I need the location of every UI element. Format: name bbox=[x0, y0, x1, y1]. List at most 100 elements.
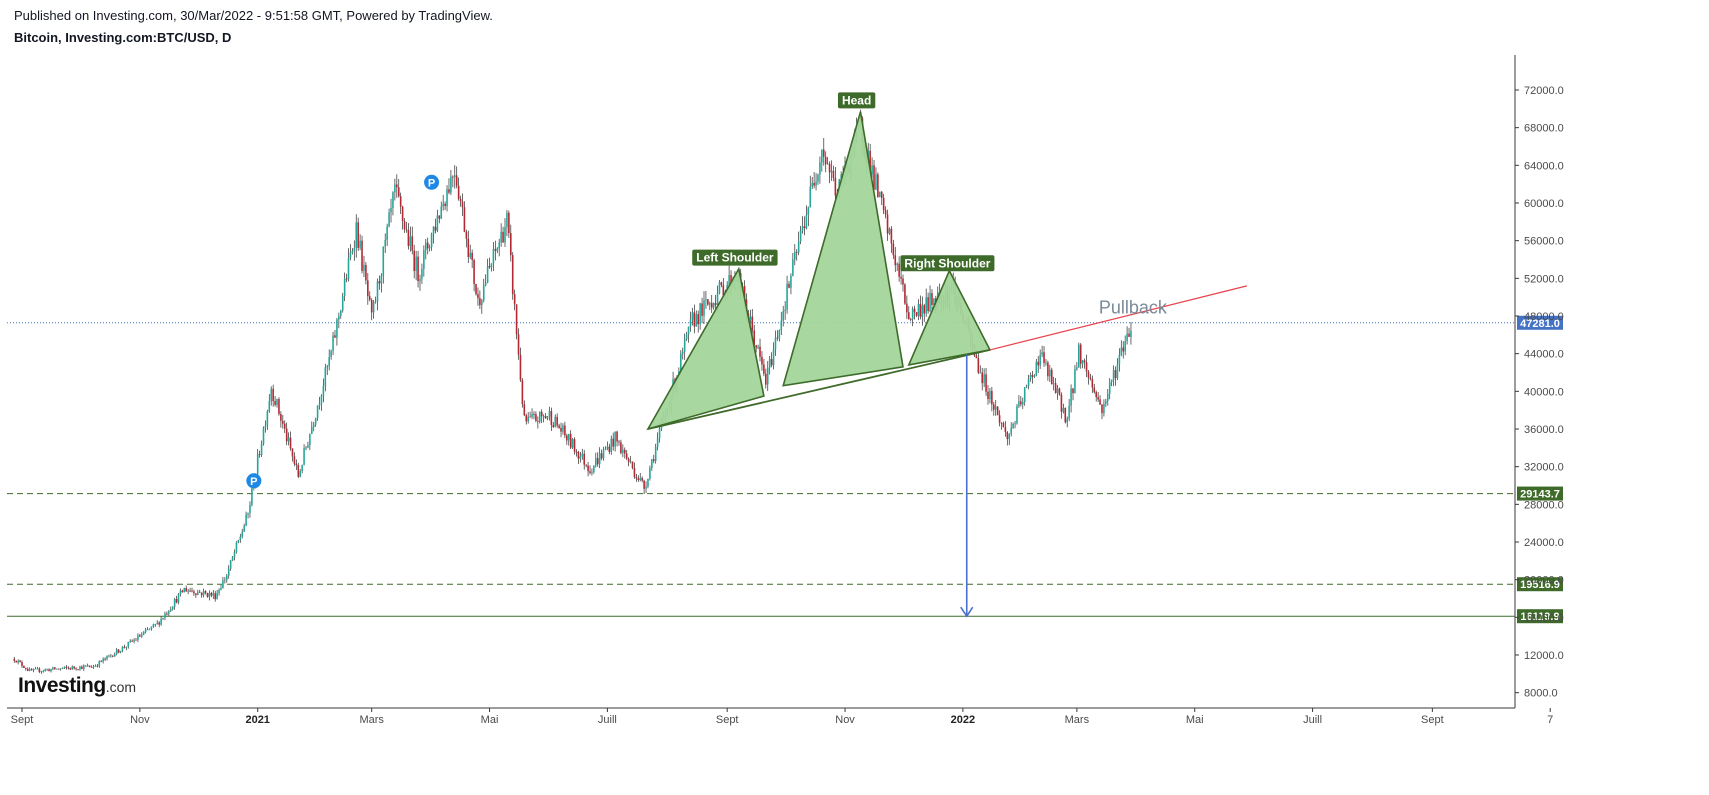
pattern-label: Head bbox=[842, 93, 871, 107]
candle-up bbox=[318, 403, 321, 406]
candle-down bbox=[198, 591, 201, 593]
price-tick-label: 68000.0 bbox=[1524, 123, 1564, 135]
candle-up bbox=[1126, 333, 1128, 342]
candle-down bbox=[1050, 369, 1053, 385]
candle-down bbox=[907, 312, 910, 320]
candle-up bbox=[911, 308, 914, 320]
candle-down bbox=[877, 174, 879, 198]
candle-down bbox=[397, 187, 400, 197]
candle-up bbox=[202, 591, 205, 596]
candle-down bbox=[401, 206, 404, 221]
candle-down bbox=[627, 458, 630, 463]
candle-down bbox=[1002, 423, 1005, 428]
candle-down bbox=[834, 177, 837, 196]
candle-down bbox=[407, 229, 410, 247]
price-tick-label: 52000.0 bbox=[1524, 273, 1564, 285]
candle-down bbox=[1079, 344, 1082, 364]
candle-up bbox=[150, 626, 153, 629]
candle-down bbox=[214, 593, 216, 600]
candle-up bbox=[933, 298, 935, 306]
candle-up bbox=[235, 542, 238, 553]
candle-down bbox=[67, 667, 70, 669]
candle-up bbox=[241, 531, 244, 537]
time-tick-label: 2021 bbox=[245, 714, 269, 726]
price-tick-label: 24000.0 bbox=[1524, 537, 1564, 549]
candle-down bbox=[521, 380, 524, 405]
candle-down bbox=[444, 203, 446, 207]
candle-up bbox=[699, 303, 701, 325]
candle-down bbox=[38, 668, 41, 672]
logo-suffix: .com bbox=[105, 679, 137, 695]
candle-up bbox=[1108, 382, 1111, 394]
price-tick-label: 12000.0 bbox=[1524, 650, 1564, 662]
candle-up bbox=[171, 606, 174, 610]
candle-up bbox=[314, 418, 317, 425]
candle-up bbox=[1023, 387, 1026, 403]
candle-up bbox=[322, 385, 325, 396]
candle-up bbox=[436, 215, 439, 231]
candle-down bbox=[788, 283, 790, 288]
candle-up bbox=[36, 668, 39, 670]
candle-up bbox=[496, 248, 499, 251]
candle-up bbox=[1105, 400, 1107, 404]
candle-down bbox=[175, 598, 178, 603]
candle-down bbox=[378, 281, 381, 284]
candle-up bbox=[484, 282, 487, 286]
candle-down bbox=[743, 286, 746, 300]
candle-up bbox=[156, 622, 159, 625]
candle-up bbox=[1045, 362, 1047, 364]
candle-down bbox=[471, 252, 473, 260]
time-tick-label: Mai bbox=[481, 714, 499, 726]
candle-down bbox=[23, 665, 25, 668]
candle-up bbox=[164, 613, 166, 618]
candle-up bbox=[645, 486, 647, 489]
candle-up bbox=[1025, 386, 1028, 388]
time-axis[interactable]: Sept Nov 2021 Mars Mai Juill Sept Nov 2022 Mars Ma… bbox=[7, 707, 1553, 726]
price-axis[interactable]: 8000.0 12000.0 16000.0 20000.0 24000.0 28000.… bbox=[1514, 55, 1564, 708]
candle-up bbox=[320, 395, 323, 404]
candle-up bbox=[17, 660, 19, 663]
candle-up bbox=[689, 319, 692, 327]
last-price-label: 47281.0 bbox=[1520, 318, 1560, 330]
candle-up bbox=[1081, 360, 1084, 364]
candle-down bbox=[620, 442, 622, 453]
candle-up bbox=[705, 299, 707, 301]
candle-up bbox=[106, 655, 108, 659]
candle-up bbox=[390, 207, 392, 213]
candle-up bbox=[115, 649, 118, 655]
candle-down bbox=[166, 613, 168, 615]
candle-down bbox=[730, 275, 732, 287]
price-tick-label: 32000.0 bbox=[1524, 462, 1564, 474]
candle-down bbox=[210, 592, 213, 596]
candle-up bbox=[629, 461, 632, 463]
candle-up bbox=[469, 252, 472, 257]
candle-up bbox=[1110, 379, 1113, 383]
pattern-label: Right Shoulder bbox=[904, 256, 990, 270]
candle-up bbox=[983, 374, 985, 384]
candle-down bbox=[560, 427, 562, 432]
candle-up bbox=[780, 320, 783, 331]
candle-up bbox=[309, 433, 311, 446]
candle-down bbox=[697, 314, 699, 325]
candle-up bbox=[794, 252, 796, 260]
candle-up bbox=[581, 453, 584, 457]
time-tick-label: Mai bbox=[1186, 714, 1204, 726]
candle-down bbox=[357, 222, 359, 248]
candle-up bbox=[108, 655, 110, 657]
candle-down bbox=[295, 463, 298, 465]
candle-up bbox=[1052, 383, 1055, 385]
candle-up bbox=[799, 230, 802, 242]
time-tick-label: Juill bbox=[1303, 714, 1322, 726]
candle-down bbox=[1058, 388, 1061, 395]
candle-down bbox=[434, 226, 437, 231]
pattern-label-badge bbox=[692, 249, 778, 266]
candle-down bbox=[181, 590, 184, 593]
candle-down bbox=[550, 410, 553, 426]
candle-down bbox=[765, 373, 767, 385]
candle-down bbox=[452, 176, 454, 178]
candle-up bbox=[602, 449, 605, 459]
candle-up bbox=[571, 439, 574, 448]
candle-up bbox=[218, 590, 220, 593]
candle-up bbox=[421, 268, 423, 279]
